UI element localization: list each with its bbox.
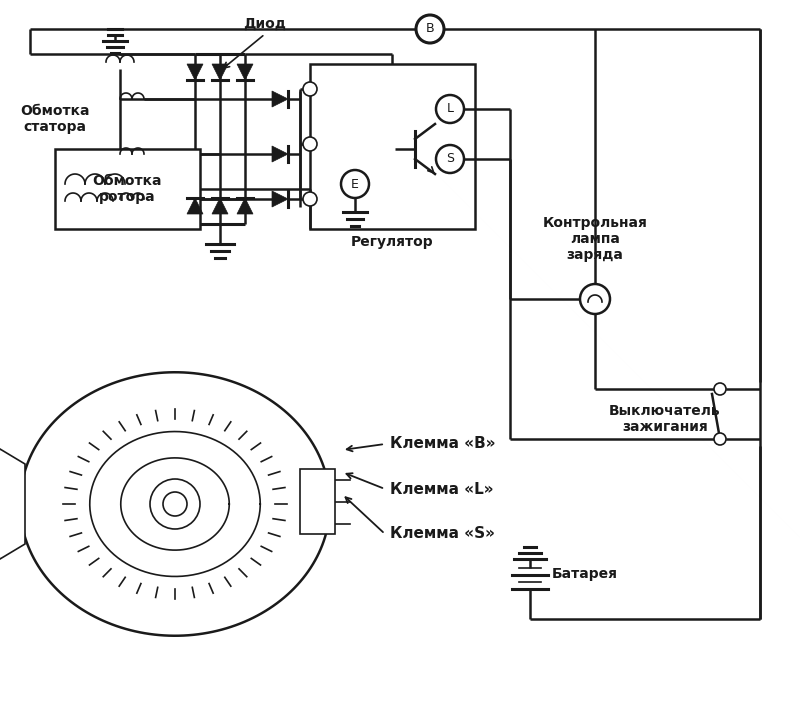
Circle shape [303, 137, 317, 151]
Text: Батарея: Батарея [552, 567, 618, 581]
Text: Обмотка
ротора: Обмотка ротора [92, 174, 162, 204]
Text: E: E [351, 178, 359, 191]
Polygon shape [187, 198, 203, 214]
Text: L: L [446, 103, 454, 116]
Polygon shape [237, 198, 253, 214]
Circle shape [416, 15, 444, 43]
Text: Контрольная
лампа
заряда: Контрольная лампа заряда [542, 216, 647, 262]
Circle shape [436, 95, 464, 123]
Text: B: B [426, 22, 434, 35]
Circle shape [714, 383, 726, 395]
Polygon shape [272, 146, 288, 162]
Polygon shape [272, 91, 288, 107]
Text: Обмотка
статора: Обмотка статора [20, 104, 90, 134]
Circle shape [580, 284, 610, 314]
Text: Выключатель
зажигания: Выключатель зажигания [609, 404, 721, 434]
Circle shape [341, 170, 369, 198]
Circle shape [163, 492, 187, 516]
Circle shape [150, 479, 200, 529]
Circle shape [303, 82, 317, 96]
Text: Клемма «В»: Клемма «В» [390, 436, 495, 452]
Text: Клемма «S»: Клемма «S» [390, 526, 495, 541]
Text: S: S [446, 152, 454, 165]
Bar [310, 64, 475, 229]
Polygon shape [237, 64, 253, 80]
Polygon shape [212, 64, 228, 80]
Polygon shape [272, 191, 288, 207]
Circle shape [436, 145, 464, 173]
Text: Диод: Диод [243, 17, 286, 31]
Text: Регулятор: Регулятор [350, 235, 434, 249]
Bar [300, 469, 335, 534]
Bar [55, 149, 200, 229]
Text: Клемма «L»: Клемма «L» [390, 482, 494, 497]
Polygon shape [212, 198, 228, 214]
Circle shape [714, 433, 726, 445]
Polygon shape [187, 64, 203, 80]
Circle shape [303, 192, 317, 206]
Polygon shape [0, 449, 25, 559]
